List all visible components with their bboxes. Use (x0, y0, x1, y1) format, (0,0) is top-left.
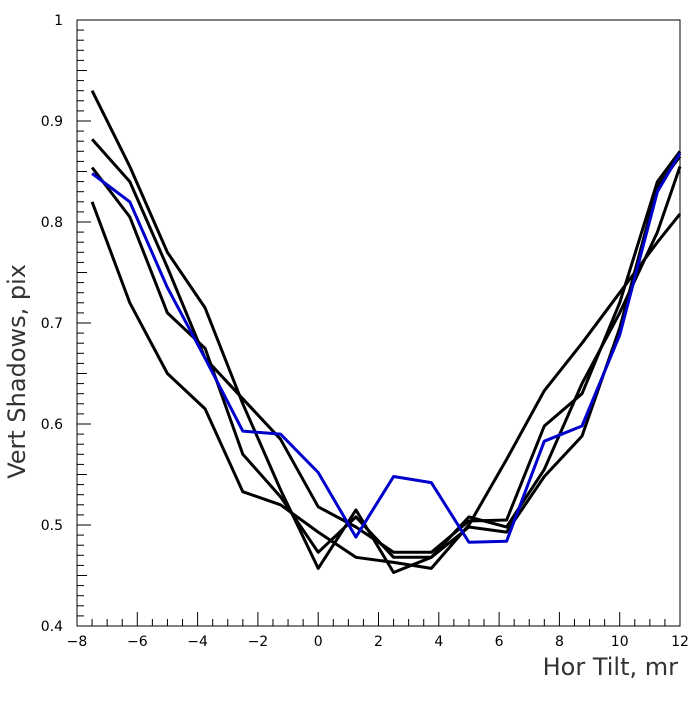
y-tick-label: 1 (54, 13, 63, 29)
series-line-4 (90, 201, 682, 570)
x-tick-label: −4 (187, 634, 208, 650)
x-tick-label: 4 (434, 634, 443, 650)
x-tick-label: 8 (555, 634, 564, 650)
series-line-5 (91, 152, 682, 544)
x-tick-label: −6 (127, 634, 148, 650)
series-line-3 (90, 155, 682, 559)
x-tick-label: 6 (495, 634, 504, 650)
x-tick-label: −2 (248, 634, 269, 650)
y-tick-label: 0.6 (41, 417, 63, 433)
y-tick-label: 0.9 (41, 114, 63, 130)
x-tick-label: 0 (314, 634, 323, 650)
y-tick-label: 0.4 (41, 619, 63, 635)
y-tick-label: 0.8 (41, 215, 63, 231)
y-tick-labels: 0.4 0.5 0.6 0.7 0.8 0.9 1 (41, 13, 63, 635)
x-tick-label: 10 (611, 634, 629, 650)
y-axis-label: Vert Shadows, pix (3, 264, 31, 479)
x-axis-ticks (76, 612, 681, 626)
y-tick-label: 0.5 (41, 518, 63, 534)
x-tick-label: −8 (67, 634, 88, 650)
series-lines (90, 90, 682, 574)
y-axis-ticks (77, 19, 91, 627)
series-line-2 (90, 138, 682, 554)
x-tick-label: 12 (671, 634, 689, 650)
plot-frame (76, 19, 681, 627)
x-tick-label: 2 (374, 634, 383, 650)
x-axis-label: Hor Tilt, mr (543, 653, 679, 681)
x-tick-labels: −8 −6 −4 −2 0 2 4 6 8 10 12 (67, 634, 689, 650)
y-tick-label: 0.7 (41, 316, 63, 332)
